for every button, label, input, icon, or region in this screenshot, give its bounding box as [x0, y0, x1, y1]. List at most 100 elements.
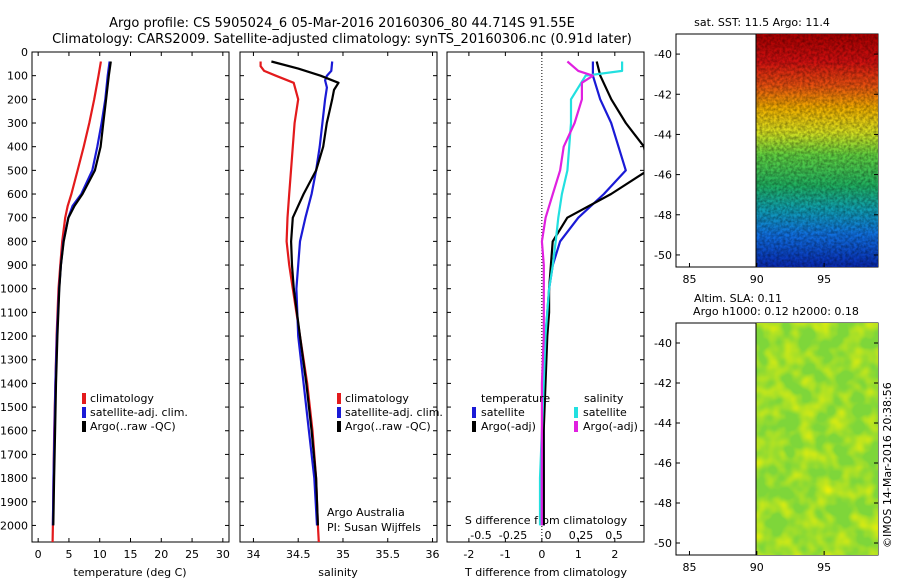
x-tick-label: 34.5	[286, 548, 311, 561]
lat-tick-label: -42	[654, 88, 672, 101]
lat-tick-label: -48	[654, 209, 672, 222]
sla-title-line2: Argo h1000: 0.12 h2000: 0.18	[693, 305, 859, 318]
depth-tick-label: 900	[7, 259, 28, 272]
depth-tick-label: 700	[7, 212, 28, 225]
depth-tick-labels: 0 100 200 300 400 500 600 700 800 900 1000 1100 1200…	[0, 46, 28, 532]
series-line-salinity-argo-adj-	[540, 60, 595, 526]
depth-tick-label: 400	[7, 141, 28, 154]
lat-tick-label: -46	[654, 457, 672, 470]
x-tick-label: 36	[426, 548, 440, 561]
s-tick-label: 0.5	[605, 529, 623, 542]
lat-tick-label: -44	[654, 128, 672, 141]
s-tick-label: -0.25	[499, 529, 527, 542]
credit-line2: PI: Susan Wijffels	[327, 521, 421, 534]
difference-legend: temperature salinity satellite Argo(-adj…	[472, 392, 638, 433]
x-tick-label: 35	[336, 548, 350, 561]
series-line-salinity-satellite	[538, 61, 624, 526]
temperature-legend: climatology satellite-adj. clim. Argo(..…	[82, 392, 188, 433]
diff-legend-temp-satellite: satellite	[481, 406, 525, 419]
lat-tick-label: -40	[654, 48, 672, 61]
x-tick-label: 15	[124, 548, 138, 561]
salinity-ticks: 34 34.5 35 35.5 36	[240, 51, 440, 561]
diff-swatch-temp-argo	[472, 421, 476, 432]
sst-texture	[756, 34, 878, 267]
depth-tick-label: 1900	[0, 496, 28, 509]
s-tick-label: -0.5	[470, 529, 491, 542]
x-tick-label: 20	[154, 548, 168, 561]
temperature-series	[51, 61, 112, 542]
diff-legend-temp-argo: Argo(-adj)	[481, 420, 536, 433]
s-difference-label: S difference from climatology	[465, 514, 628, 527]
depth-tick-label: 100	[7, 70, 28, 83]
diff-legend-salinity: salinity	[584, 392, 624, 405]
sst-map	[675, 33, 879, 268]
x-tick-label: 10	[93, 548, 107, 561]
temperature-xlabel: temperature (deg C)	[73, 566, 186, 579]
legend-satellite-2: satellite-adj. clim.	[345, 406, 443, 419]
diff-swatch-sal-argo	[574, 421, 578, 432]
s-tick-label: 0	[545, 529, 552, 542]
legend-swatch-climatology-2	[337, 393, 341, 404]
x-tick-label: 1	[575, 548, 582, 561]
diff-swatch-sal-sat	[574, 407, 578, 418]
legend-climatology-2: climatology	[345, 392, 409, 405]
legend-swatch-argo-2	[337, 421, 341, 432]
legend-argo: Argo(..raw -QC)	[90, 420, 176, 433]
depth-tick-label: 0	[21, 46, 28, 59]
x-tick-label: 5	[65, 548, 72, 561]
depth-tick-label: 800	[7, 235, 28, 248]
lon-tick-label: 95	[817, 273, 831, 286]
salinity-series	[259, 60, 340, 542]
x-tick-label: 2	[611, 548, 618, 561]
figure-title-line2: Climatology: CARS2009. Satellite-adjuste…	[52, 32, 632, 47]
lat-tick-label: -50	[654, 537, 672, 550]
depth-tick-label: 300	[7, 117, 28, 130]
x-tick-label: -1	[500, 548, 511, 561]
temperature-axes-frame	[31, 51, 230, 543]
lon-tick-label: 85	[682, 561, 696, 574]
lat-tick-label: -42	[654, 377, 672, 390]
x-tick-label: 35.5	[376, 548, 401, 561]
figure-title-line1: Argo profile: CS 5905024_6 05-Mar-2016 2…	[109, 16, 575, 31]
sst-ticks: -40 -42 -44 -46 -48 -50 85 90 95	[654, 48, 878, 286]
x-tick-label: 0	[538, 548, 545, 561]
lat-tick-label: -46	[654, 169, 672, 182]
x-tick-label: 30	[216, 548, 230, 561]
lon-tick-label: 95	[817, 561, 831, 574]
depth-tick-label: 200	[7, 93, 28, 106]
legend-swatch-satellite	[82, 407, 86, 418]
imos-watermark: ©IMOS 14-Mar-2016 20:38:56	[881, 382, 894, 548]
depth-tick-label: 2000	[0, 519, 28, 532]
diff-legend-sal-argo: Argo(-adj)	[583, 420, 638, 433]
sst-title: sat. SST: 11.5 Argo: 11.4	[694, 16, 830, 29]
depth-tick-label: 1800	[0, 472, 28, 485]
depth-tick-label: 1600	[0, 425, 28, 438]
lon-tick-label: 85	[682, 273, 696, 286]
lat-tick-label: -48	[654, 497, 672, 510]
difference-series	[538, 60, 644, 526]
depth-tick-label: 1700	[0, 448, 28, 461]
depth-tick-label: 1000	[0, 283, 28, 296]
depth-tick-label: 500	[7, 164, 28, 177]
depth-tick-label: 1500	[0, 401, 28, 414]
x-tick-label: 34	[246, 548, 260, 561]
legend-swatch-satellite-2	[337, 407, 341, 418]
diff-swatch-temp-sat	[472, 407, 476, 418]
depth-tick-label: 600	[7, 188, 28, 201]
diff-legend-temperature: temperature	[481, 392, 550, 405]
sla-title-line1: Altim. SLA: 0.11	[694, 292, 782, 305]
salinity-axes-frame	[239, 51, 438, 543]
lon-tick-label: 90	[750, 561, 764, 574]
temperature-ticks: 0 5 10 15 20 25 30	[32, 51, 230, 561]
salinity-legend: climatology satellite-adj. clim. Argo(..…	[337, 392, 443, 433]
t-difference-xlabel: T difference from climatology	[464, 566, 627, 579]
depth-tick-label: 1100	[0, 306, 28, 319]
lat-tick-label: -50	[654, 249, 672, 262]
depth-tick-label: 1200	[0, 330, 28, 343]
series-line-temperature-satellite	[542, 61, 627, 526]
x-tick-label: 0	[35, 548, 42, 561]
x-tick-label: 25	[185, 548, 199, 561]
legend-swatch-argo	[82, 421, 86, 432]
sla-ticks: -40 -42 -44 -46 -48 -50 85 90 95	[654, 337, 878, 574]
